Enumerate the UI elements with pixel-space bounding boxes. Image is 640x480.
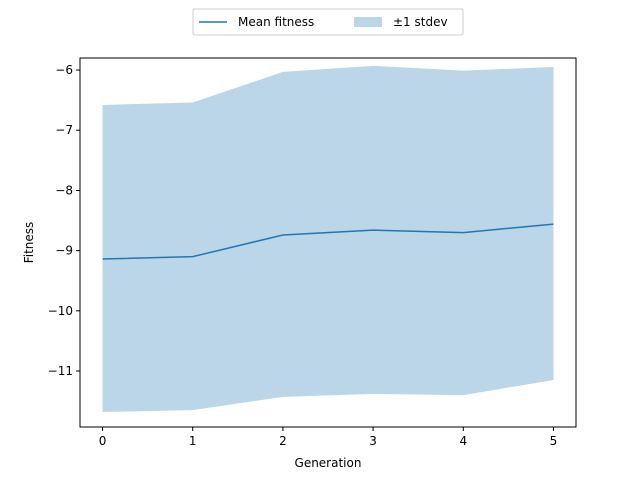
legend-stdev-patch-swatch	[354, 17, 382, 27]
y-axis-ticks: −6 −7 −8 −9 −10 −11	[48, 63, 80, 378]
y-tick-label: −8	[55, 183, 73, 197]
y-axis-label: Fitness	[22, 222, 36, 264]
plot-area	[102, 65, 554, 412]
stdev-band	[102, 65, 554, 412]
x-tick-label: 4	[459, 434, 467, 448]
x-tick-label: 1	[189, 434, 197, 448]
y-tick-label: −10	[48, 304, 73, 318]
y-tick-label: −7	[55, 123, 73, 137]
x-tick-label: 0	[99, 434, 107, 448]
y-tick-label: −9	[55, 244, 73, 258]
legend-label-stdev: ±1 stdev	[393, 15, 448, 29]
legend-label-mean-fitness: Mean fitness	[238, 15, 314, 29]
axes-frame	[79, 57, 577, 428]
y-tick-label: −6	[55, 63, 73, 77]
legend-box	[192, 8, 464, 36]
x-tick-label: 5	[550, 434, 558, 448]
legend: Mean fitness ±1 stdev	[192, 8, 464, 36]
mean-fitness-line	[102, 223, 554, 260]
x-tick-label: 3	[369, 434, 377, 448]
y-tick-label: −11	[48, 364, 73, 378]
x-axis-ticks: 0 1 2 3 4 5	[99, 427, 558, 448]
x-tick-label: 2	[279, 434, 287, 448]
x-axis-label: Generation	[295, 456, 362, 470]
